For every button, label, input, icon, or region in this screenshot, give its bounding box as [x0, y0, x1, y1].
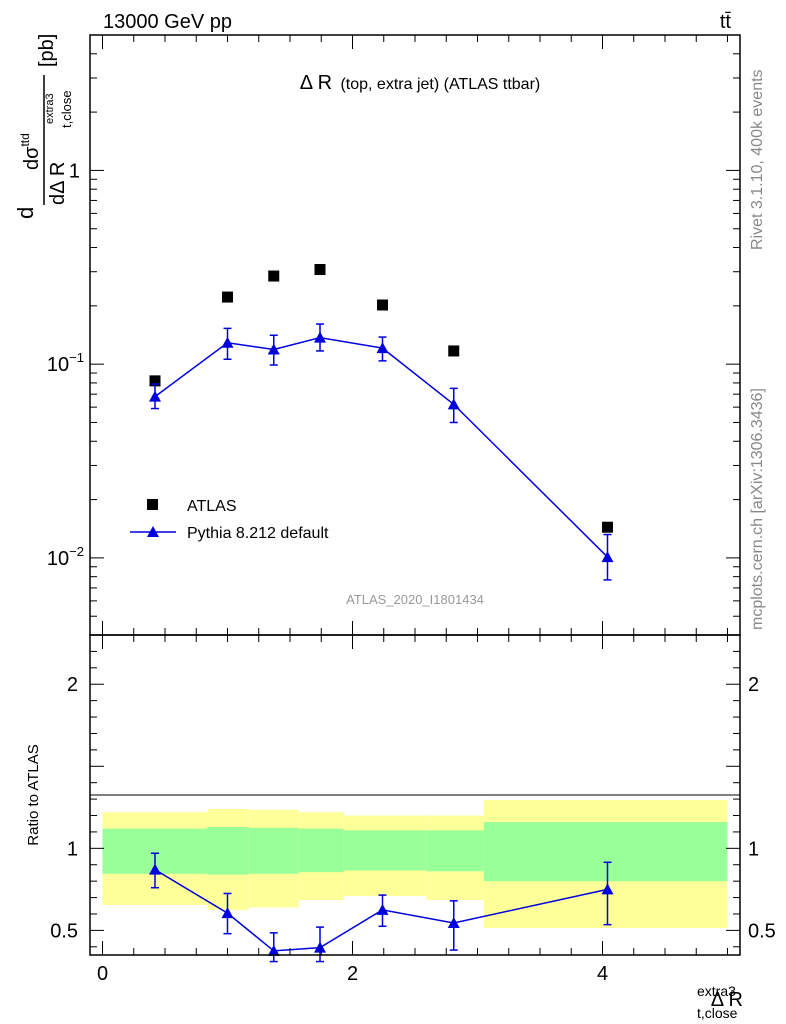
- svg-text:[pb]: [pb]: [36, 34, 58, 67]
- mc-data-point: [221, 336, 234, 348]
- legend: ATLAS Pythia 8.212 default: [130, 498, 329, 542]
- main-y-tick-label: 10−1: [47, 350, 84, 376]
- main-ylabel: d dσttd dΔ R t,close extra3 [pb]: [13, 34, 74, 219]
- ratio-data-point: [447, 917, 460, 928]
- process-label: tt̄: [720, 11, 732, 33]
- svg-text:d: d: [13, 207, 38, 219]
- uncertainty-band-inner: [248, 827, 299, 874]
- ratio-y-tick-label-right: 1: [748, 838, 759, 860]
- atlas-data-point: [314, 264, 326, 276]
- ratio-y-tick-label: 0.5: [50, 920, 78, 942]
- ratio-y-tick-label: 2: [67, 674, 78, 696]
- ratio-y-tick-label-right: 2: [748, 674, 759, 696]
- uncertainty-band-inner: [483, 822, 728, 882]
- ratio-x-tick-label: 4: [597, 963, 608, 985]
- ratio-y-tick-label: 1: [67, 838, 78, 860]
- legend-mc-marker: [147, 526, 159, 537]
- svg-text:t,close: t,close: [59, 90, 74, 128]
- mc-data-point: [376, 342, 389, 354]
- main-frame: [89, 34, 741, 636]
- xlabel-sub: t,close: [697, 1005, 738, 1021]
- mc-data-point: [447, 398, 460, 410]
- rivet-label: Rivet 3.1.10, 400k events: [749, 69, 766, 250]
- xlabel-sup: extra3: [697, 983, 736, 999]
- uncertainty-band-inner: [298, 828, 344, 873]
- main-panel: Δ R (top, extra jet) (ATLAS ttbar) ATLAS…: [13, 34, 741, 636]
- atlas-data-point: [448, 345, 460, 357]
- main-y-tick-label: 1: [69, 160, 80, 182]
- ratio-data-point: [221, 907, 234, 919]
- main-title: Δ R (top, extra jet) (ATLAS ttbar): [300, 72, 540, 94]
- legend-atlas-label: ATLAS: [187, 498, 237, 515]
- mc-data-point: [149, 390, 161, 402]
- ratio-data-point: [314, 941, 326, 953]
- ratio-data-point: [267, 944, 280, 956]
- energy-label: 13000 GeV pp: [103, 11, 232, 33]
- ratio-data-point: [601, 883, 614, 895]
- svg-text:extra3: extra3: [44, 93, 56, 124]
- uncertainty-band-inner: [207, 827, 249, 875]
- ratio-panel: 0.5 0.5 1 1 2 2 0 2 4 Ratio to ATLAS Δ R t,close…: [25, 634, 776, 1021]
- source-label: mcplots.cern.ch [arXiv:1306.3436]: [749, 388, 766, 630]
- mc-data-point: [601, 551, 614, 563]
- atlas-data-point: [602, 521, 613, 533]
- atlas-data-point: [222, 291, 233, 303]
- legend-atlas-marker: [147, 499, 158, 510]
- analysis-watermark: ATLAS_2020_I1801434: [346, 592, 484, 607]
- uncertainty-band-inner: [426, 830, 484, 872]
- mc-data-point: [314, 331, 326, 343]
- ratio-y-tick-label-right: 0.5: [748, 920, 776, 942]
- ylabel-denominator: dΔ R: [47, 162, 69, 205]
- atlas-data-point: [149, 375, 161, 387]
- ratio-x-tick-label: 2: [347, 963, 358, 985]
- ratio-data-point: [149, 863, 161, 875]
- ratio-xlabel: Δ R: [711, 989, 743, 1011]
- ratio-x-tick-label: 0: [97, 963, 108, 985]
- ratio-data-point: [376, 903, 389, 915]
- atlas-data-point: [268, 270, 280, 282]
- main-y-tick-label: 10−2: [47, 544, 84, 570]
- ratio-ylabel: Ratio to ATLAS: [25, 744, 42, 845]
- ylabel-numerator: dσttd: [18, 133, 43, 170]
- mc-data-point: [267, 343, 280, 355]
- legend-mc-label: Pythia 8.212 default: [187, 525, 329, 542]
- atlas-data-point: [377, 299, 388, 311]
- uncertainty-band-inner: [343, 830, 427, 871]
